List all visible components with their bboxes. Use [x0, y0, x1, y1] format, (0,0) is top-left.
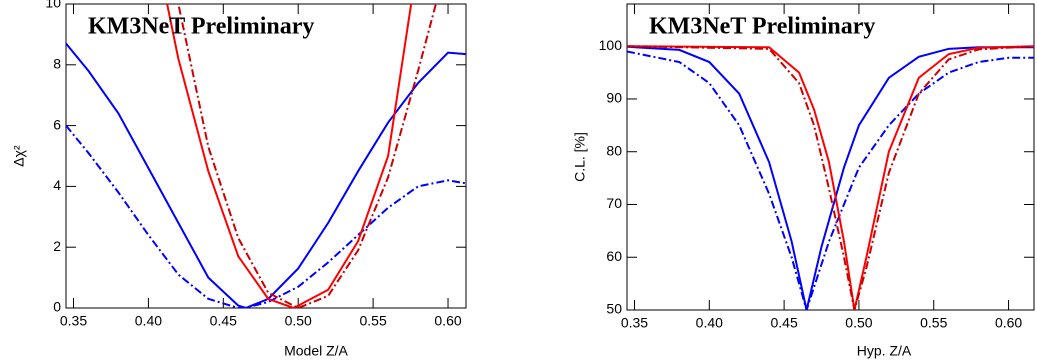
x-tick-label: 0.55: [359, 313, 386, 329]
x-tick-label: 0.60: [434, 313, 461, 329]
chart-title: KM3NeT Preliminary: [88, 14, 314, 40]
series-line: [627, 45, 1034, 310]
plot-frame: [65, 3, 467, 309]
series-line: [66, 124, 466, 308]
chart-title: KM3NeT Preliminary: [649, 14, 875, 40]
x-tick-label: 0.55: [920, 315, 947, 331]
series-line: [177, 4, 437, 308]
y-tick-label: 10: [45, 0, 61, 11]
x-tick-label: 0.40: [696, 315, 723, 331]
x-tick-label: 0.50: [845, 315, 872, 331]
series-line: [627, 50, 1034, 310]
series-line: [627, 45, 1034, 310]
series-line: [627, 45, 1034, 310]
y-tick-label: 90: [606, 90, 622, 106]
x-tick-label: 0.35: [60, 313, 87, 329]
y-axis-label: Δχ²: [11, 145, 27, 167]
y-tick-label: 50: [606, 301, 622, 317]
y-tick-label: 100: [599, 37, 623, 53]
x-tick-label: 0.40: [135, 313, 162, 329]
y-axis-label: C.L. [%]: [572, 132, 588, 182]
chart: 0.35 0.40 0.45 0.50 0.55 0.60 0 2 4 6 8 10 Model Z/A…: [11, 0, 467, 359]
x-tick-label: 0.45: [210, 313, 237, 329]
lines: [627, 45, 1034, 310]
series-line: [166, 4, 413, 308]
y-tick-label: 2: [53, 238, 61, 254]
chart: 0.35 0.40 0.45 0.50 0.55 0.60 50 60 70 80 90 100 Hyp…: [572, 3, 1035, 359]
lines: [66, 4, 466, 308]
y-tick-label: 60: [606, 248, 622, 264]
y-tick-label: 8: [53, 56, 61, 72]
x-axis-label: Model Z/A: [284, 343, 348, 359]
x-tick-label: 0.60: [995, 315, 1022, 331]
y-tick-label: 70: [606, 195, 622, 211]
x-tick-label: 0.35: [621, 315, 648, 331]
x-tick-label: 0.45: [770, 315, 797, 331]
plot-frame: [626, 3, 1035, 311]
x-tick-label: 0.50: [285, 313, 312, 329]
y-tick-label: 0: [53, 299, 61, 315]
x-axis-label: Hyp. Z/A: [857, 343, 912, 359]
y-tick-label: 80: [606, 142, 622, 158]
series-line: [66, 42, 466, 308]
y-tick-label: 4: [53, 177, 61, 193]
y-tick-label: 6: [53, 116, 61, 132]
